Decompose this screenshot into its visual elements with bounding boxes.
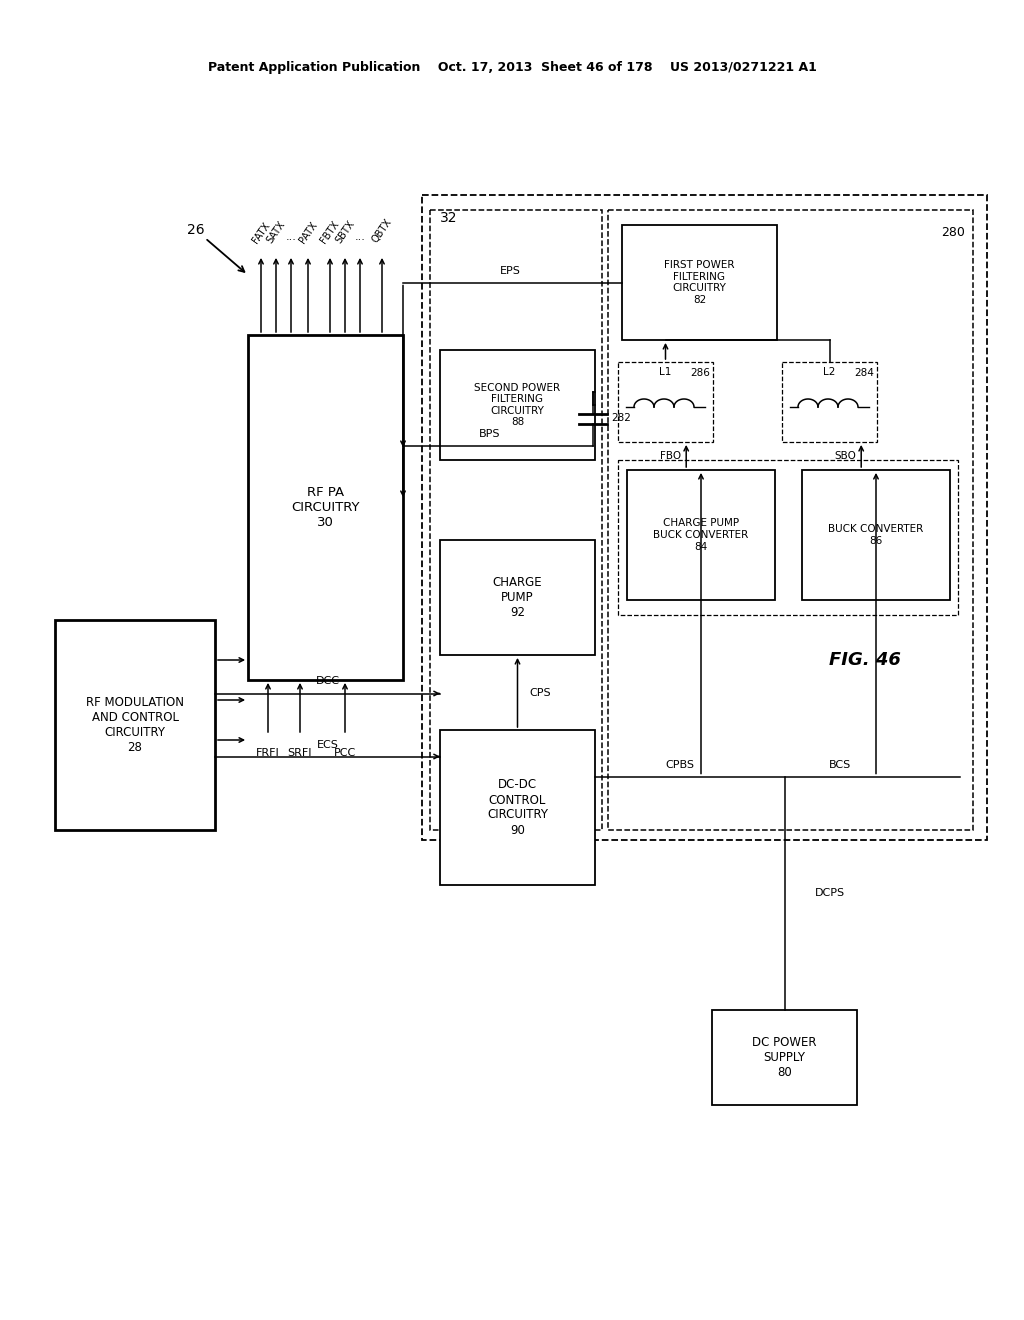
Text: FBTX: FBTX [318,219,341,246]
Text: 26: 26 [187,223,205,238]
Bar [422,195,987,840]
Bar [712,1010,857,1105]
Text: 286: 286 [690,368,710,378]
Text: L1: L1 [659,367,672,378]
Bar [440,350,595,459]
Text: SRFI: SRFI [288,748,312,758]
Bar [440,540,595,655]
Text: BUCK CONVERTER
86: BUCK CONVERTER 86 [828,524,924,545]
Text: CPS: CPS [529,688,551,697]
Text: DCC: DCC [315,676,340,686]
Text: ECS: ECS [316,739,339,750]
Text: CPBS: CPBS [666,759,694,770]
Text: SBO: SBO [835,451,856,461]
Text: 282: 282 [611,413,631,422]
Text: 280: 280 [941,226,965,239]
Text: PATX: PATX [297,220,318,246]
Text: FBO: FBO [660,451,681,461]
Bar [440,730,595,884]
Text: L2: L2 [823,367,836,378]
Text: RF MODULATION
AND CONTROL
CIRCUITRY
28: RF MODULATION AND CONTROL CIRCUITRY 28 [86,696,184,754]
Text: SECOND POWER
FILTERING
CIRCUITRY
88: SECOND POWER FILTERING CIRCUITRY 88 [474,383,560,428]
Text: 284: 284 [854,368,874,378]
Text: 32: 32 [440,211,458,224]
Text: ...: ... [354,232,366,242]
Text: RF PA
CIRCUITRY
30: RF PA CIRCUITRY 30 [291,486,359,529]
Text: BCS: BCS [828,759,851,770]
Text: FIG. 46: FIG. 46 [829,651,901,669]
Text: ...: ... [286,232,296,242]
Bar [618,362,713,442]
Text: DC-DC
CONTROL
CIRCUITRY
90: DC-DC CONTROL CIRCUITRY 90 [487,779,548,837]
Text: FIRST POWER
FILTERING
CIRCUITRY
82: FIRST POWER FILTERING CIRCUITRY 82 [665,260,735,305]
Text: BPS: BPS [479,429,501,440]
Text: DC POWER
SUPPLY
80: DC POWER SUPPLY 80 [753,1036,817,1078]
Text: CHARGE
PUMP
92: CHARGE PUMP 92 [493,576,543,619]
Bar [622,224,777,341]
Bar [430,210,602,830]
Text: CHARGE PUMP
BUCK CONVERTER
84: CHARGE PUMP BUCK CONVERTER 84 [653,519,749,552]
Bar [248,335,403,680]
Text: SATX: SATX [265,219,287,246]
Text: FRFI: FRFI [256,748,280,758]
Bar [608,210,973,830]
Bar [55,620,215,830]
Bar [802,470,950,601]
Bar [782,362,877,442]
Text: SBTX: SBTX [334,219,356,246]
Text: QBTX: QBTX [371,218,394,246]
Text: EPS: EPS [500,265,520,276]
Text: Patent Application Publication    Oct. 17, 2013  Sheet 46 of 178    US 2013/0271: Patent Application Publication Oct. 17, … [208,62,816,74]
Text: DCPS: DCPS [814,888,845,898]
Text: PCC: PCC [334,748,356,758]
Bar [627,470,775,601]
Text: FATX: FATX [250,220,271,246]
Bar [618,459,958,615]
